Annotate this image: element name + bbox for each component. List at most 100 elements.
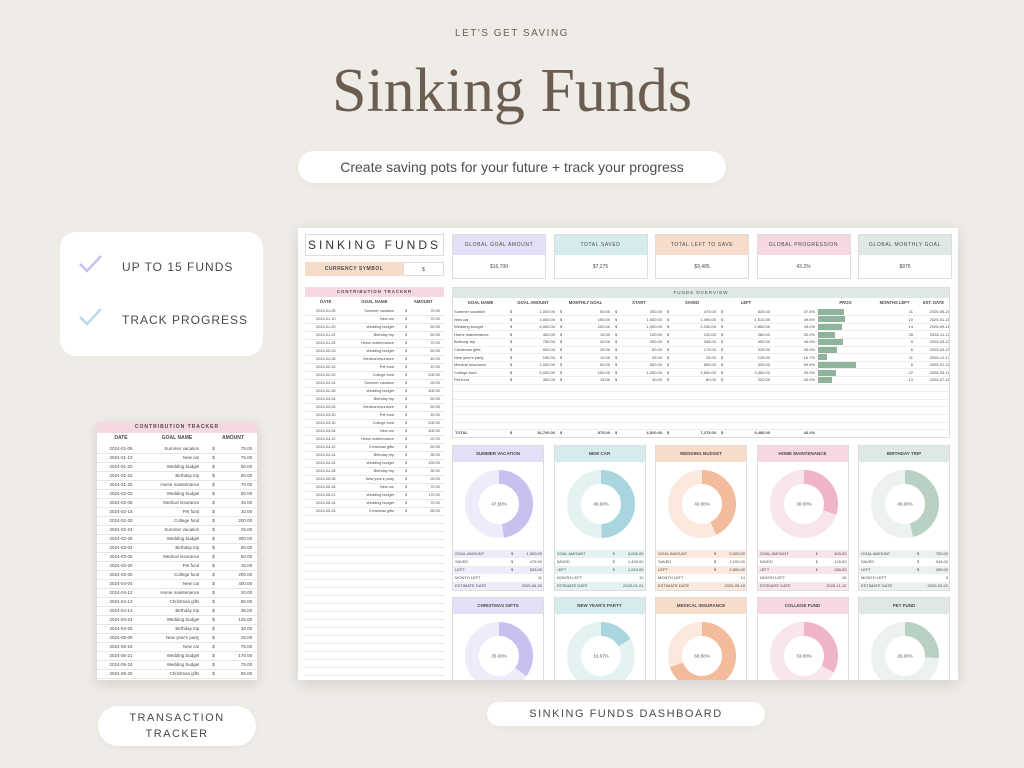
stat-label: SAVED <box>759 559 773 564</box>
amount-cell: 305.00 <box>757 362 770 368</box>
goal-cell: Birthday trip <box>373 333 394 337</box>
goal-cell: New car <box>182 644 200 649</box>
amount-cell: 280.00 <box>757 331 770 337</box>
stat-value: 2,850.00 <box>729 567 745 572</box>
row-line <box>453 330 949 331</box>
feature: UP TO 15 FUNDS <box>122 260 234 274</box>
row-line <box>453 337 949 339</box>
months-left: 22 <box>908 369 913 375</box>
total-cell: 16,700.00 <box>537 430 555 435</box>
row-line <box>97 560 257 561</box>
stat-label: ESTIMATE DATE <box>556 583 588 588</box>
column-header: START <box>632 300 646 305</box>
donut-arc <box>465 470 533 538</box>
currency-cell: $ <box>510 369 513 375</box>
stat-row <box>554 582 645 590</box>
currency-cell: $ <box>212 590 215 595</box>
row-line <box>305 554 444 555</box>
row-line <box>305 378 444 379</box>
currency-cell: $ <box>615 309 618 314</box>
amount-cell: 25.00 <box>240 527 253 532</box>
summary-label: TOTAL LEFT TO SAVE <box>656 235 748 255</box>
row-line <box>97 533 257 534</box>
date-cell: 2024-05-18 <box>109 644 133 649</box>
stat-row <box>656 582 746 590</box>
row-line <box>305 610 444 611</box>
date-cell: 2024-04-12 <box>109 590 133 595</box>
amount-cell: 25.00 <box>599 347 610 352</box>
goal-cell: New car <box>182 581 200 586</box>
check-icon <box>79 308 102 326</box>
amount-cell: 2,150.00 <box>700 324 716 330</box>
amount-cell: 50.00 <box>240 491 253 496</box>
amount-cell: 50.00 <box>430 405 440 409</box>
currency-cell: $ <box>721 309 724 314</box>
currency-cell: $ <box>212 644 215 649</box>
dash-title-box: SINKING FUNDS <box>305 234 444 256</box>
fund-card: New car 49.60% GOAL AMOUNT $3,000.00 SAVED $1… <box>553 445 646 591</box>
est-date: 2025-07-20 <box>929 377 950 383</box>
total-progress: 43.2% <box>803 430 815 435</box>
stat-value: 400.00 <box>834 551 847 556</box>
column-header: SAVED <box>684 300 700 305</box>
summary-card: GLOBAL MONTHLY GOAL $875 <box>858 234 952 279</box>
amount-cell: 175.00 <box>428 493 440 497</box>
currency-cell: $ <box>714 551 717 556</box>
goal-cell: Home maintenance <box>361 341 394 345</box>
total-cell: 7,275.00 <box>700 430 716 435</box>
stat-row <box>453 582 543 590</box>
column-header: GOAL NAME <box>361 299 388 304</box>
goal-cell: Wedding budget <box>366 349 394 353</box>
currency-cell: $ <box>721 331 724 337</box>
donut-label: 43.00% <box>694 502 709 507</box>
currency-cell: $ <box>212 482 215 487</box>
stat-label: MONTH LEFT <box>556 575 583 580</box>
total-cell: 9,485.00 <box>754 430 770 435</box>
date-cell: 2024-03-30 <box>316 421 336 425</box>
progress-cell: 46.0% <box>803 339 815 345</box>
amount-cell: 400.00 <box>428 429 440 433</box>
date-cell: 2024-05-08 <box>109 635 133 640</box>
months-left: 6 <box>910 347 913 352</box>
goal-cell: Christmas gifts <box>169 599 200 604</box>
row-line <box>305 506 444 507</box>
currency-cell: $ <box>405 493 408 497</box>
donut-arc <box>668 470 736 538</box>
currency-cell: $ <box>721 362 724 368</box>
progress-cell: 49.6% <box>803 316 815 322</box>
currency-cell: $ <box>612 559 615 564</box>
progress-cell: 47.5% <box>803 309 815 314</box>
currency-cell: $ <box>510 354 513 360</box>
currency-cell: $ <box>405 485 408 489</box>
amount-cell: 750.00 <box>542 339 555 345</box>
goal-cell: New car <box>182 455 200 460</box>
stat-label: LEFT <box>759 567 770 572</box>
goal-name: College fund <box>454 369 477 375</box>
date-cell: 2024-01-05 <box>109 446 133 451</box>
currency-cell: $ <box>405 381 408 385</box>
stat-value: 525.00 <box>529 567 542 572</box>
row-line <box>97 452 257 453</box>
amount-cell: 15.00 <box>599 331 610 337</box>
amount-cell: 1,510.00 <box>754 316 770 322</box>
currency-cell: $ <box>917 551 920 556</box>
row-line <box>305 338 444 339</box>
stat-row <box>757 558 848 566</box>
subtitle-pill: Create saving pots for your future + tra… <box>298 151 726 183</box>
date-cell: 2024-02-03 <box>316 349 336 353</box>
currency-cell: $ <box>560 377 563 383</box>
donut: 47.50% <box>465 470 533 538</box>
date-cell: 2024-04-24 <box>316 461 336 465</box>
amount-cell: 405.00 <box>757 339 770 345</box>
progress-bar <box>818 316 846 323</box>
stat-value: 405.00 <box>935 567 948 572</box>
date-cell: 2024-01-25 <box>316 341 336 345</box>
row-line <box>305 578 444 579</box>
currency-cell: $ <box>405 429 408 433</box>
currency-cell: $ <box>510 362 513 368</box>
date-cell: 2024-05-24 <box>316 501 336 505</box>
amount-cell: 125.00 <box>238 617 253 622</box>
currency-cell: $ <box>405 389 408 393</box>
amount-cell: 50.00 <box>240 545 253 550</box>
amount-cell: 60.00 <box>430 445 440 449</box>
